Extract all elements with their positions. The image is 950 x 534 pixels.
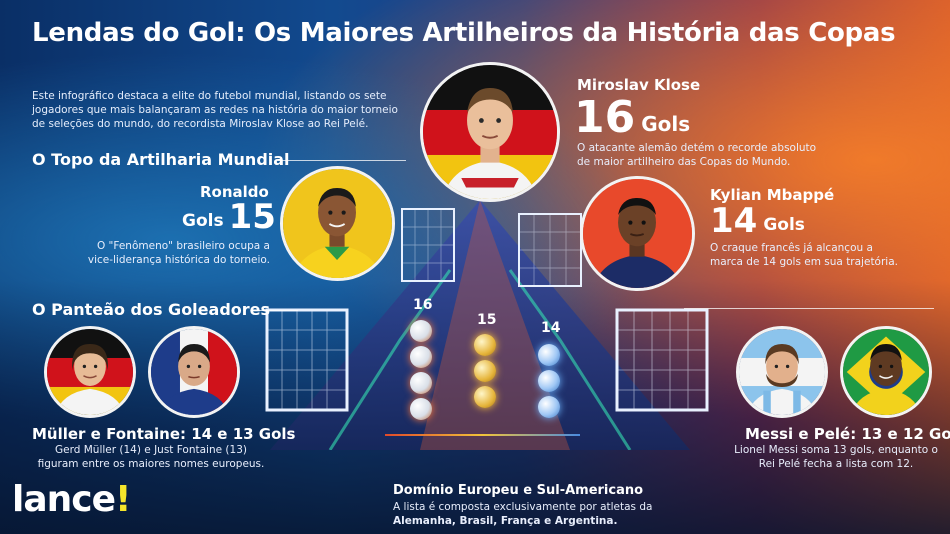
mbappe-goals-group: 14 Gols [710,204,805,238]
lance-logo: lance! [12,479,131,520]
goal-net-left [265,308,349,412]
goal-net-upper-right [518,213,582,287]
ball-icon [474,334,496,356]
podium-base [385,434,580,436]
podium-label-15: 15 [477,312,497,328]
mbappe-name: Kylian Mbappé [710,186,835,204]
mbappe-goals: 14 [710,201,758,241]
ball-icon [474,360,496,382]
intro-text: Este infográfico destaca a elite do fute… [32,90,398,130]
ronaldo-gols-label: Gols [182,211,224,231]
klose-goals: 16 [574,92,636,143]
section-heading-pantheon: O Panteão dos Goleadores [32,300,271,319]
ball-icon [474,386,496,408]
europe-group-description: Gerd Müller (14) e Just Fontaine (13) fi… [37,444,265,470]
footer-description-countries: Alemanha, Brasil, França e Argentina. [393,515,618,527]
ball-icon [538,370,560,392]
klose-goals-group: 16 Gols [574,96,690,140]
klose-name: Miroslav Klose [577,76,701,94]
southamerica-group-title: Messi e Pelé: 13 e 12 Gols [745,425,950,443]
muller-portrait [44,326,136,418]
klose-portrait [420,62,560,202]
klose-gols-label: Gols [641,112,691,136]
podium-column-16 [410,320,432,420]
mountain-illustration [270,200,690,450]
ball-icon [410,372,432,394]
section-divider-pantheon-right [684,308,934,309]
ball-icon [410,346,432,368]
klose-description: O atacante alemão detém o recorde absolu… [577,142,817,168]
pele-portrait [840,326,932,418]
mbappe-portrait [580,176,695,291]
podium-column-15 [474,334,496,408]
page-title: Lendas do Gol: Os Maiores Artilheiros da… [32,18,896,48]
mbappe-description: O craque francês já alcançou a marca de … [710,242,898,268]
ronaldo-name: Ronaldo [200,183,269,201]
goal-net-right [615,308,709,412]
lance-logo-text: lance [12,479,116,520]
europe-group-title: Müller e Fontaine: 14 e 13 Gols [32,425,296,443]
ronaldo-goals-group: Gols 15 [182,200,276,234]
lance-logo-mark: ! [115,479,131,520]
fontaine-portrait [148,326,240,418]
southamerica-group-description: Lionel Messi soma 13 gols, enquanto o Re… [734,444,938,470]
ronaldo-description: O "Fenômeno" brasileiro ocupa a vice-lid… [87,240,270,266]
footer-description: A lista é composta exclusivamente por at… [393,500,653,528]
podium-label-16: 16 [413,297,433,313]
ronaldo-portrait [280,166,395,281]
podium-label-14: 14 [541,320,561,336]
goal-net-upper-left [401,208,455,282]
podium-column-14 [538,344,560,418]
mbappe-gols-label: Gols [763,215,805,235]
footer-description-prefix: A lista é composta exclusivamente por at… [393,501,653,513]
messi-portrait [736,326,828,418]
ball-icon [410,320,432,342]
ball-icon [538,396,560,418]
section-heading-top: O Topo da Artilharia Mundial [32,150,290,169]
footer-title: Domínio Europeu e Sul-Americano [393,483,644,498]
section-divider-top [278,160,406,161]
ball-icon [410,398,432,420]
ball-icon [538,344,560,366]
ronaldo-goals: 15 [228,197,276,237]
section-divider-pantheon-left [258,310,298,311]
